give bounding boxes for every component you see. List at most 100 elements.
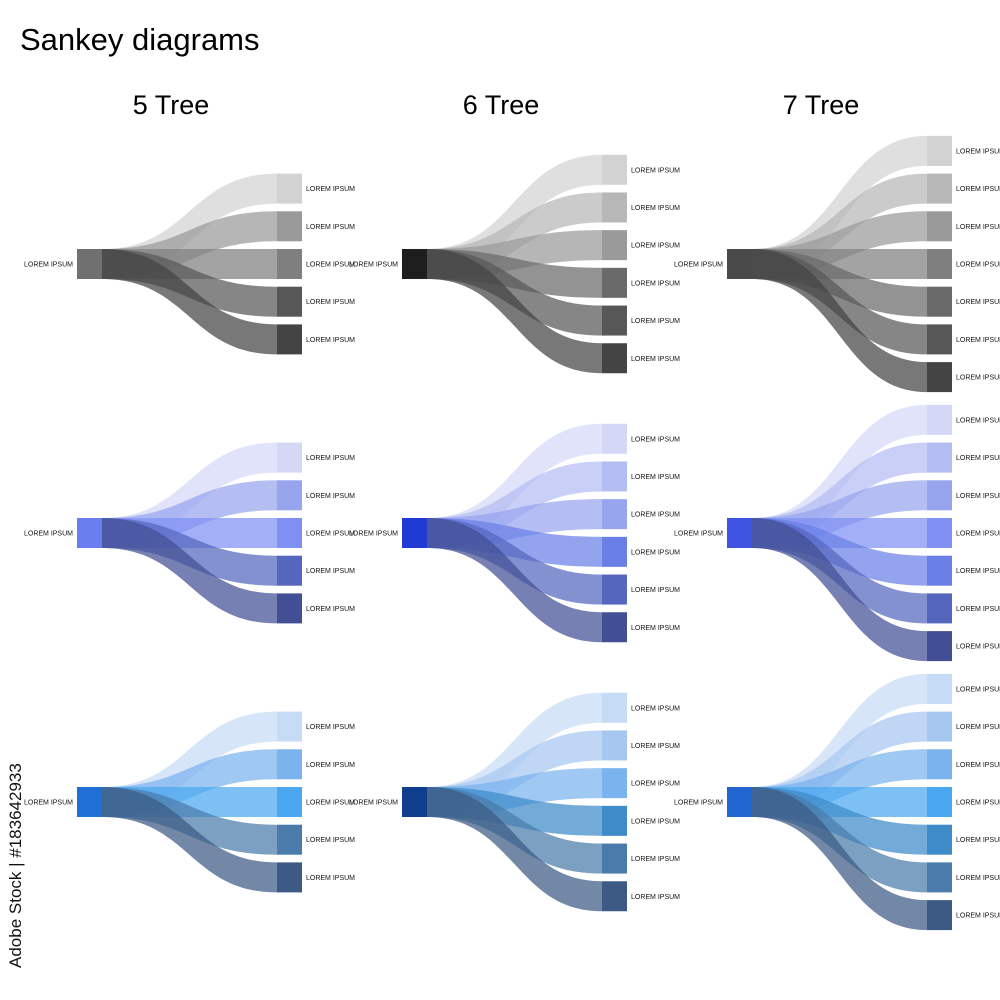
target-label: LOREM IPSUM: [306, 531, 355, 538]
target-label: LOREM IPSUM: [631, 549, 680, 556]
target-label: LOREM IPSUM: [956, 455, 1000, 462]
target-label: LOREM IPSUM: [631, 512, 680, 519]
flow-band: [427, 249, 602, 374]
source-node: [402, 518, 427, 548]
sankey-diagram-gray-7: LOREM IPSUM LOREM IPSUM LOREM IPSUM LOREM I…: [674, 135, 1000, 393]
target-node: [602, 461, 627, 492]
source-label: LOREM IPSUM: [674, 800, 723, 807]
target-label: LOREM IPSUM: [631, 436, 680, 443]
flow-band: [752, 249, 927, 393]
target-label: LOREM IPSUM: [306, 337, 355, 344]
target-node: [602, 536, 627, 567]
source-label: LOREM IPSUM: [349, 800, 398, 807]
target-label: LOREM IPSUM: [631, 856, 680, 863]
target-label: LOREM IPSUM: [956, 417, 1000, 424]
target-label: LOREM IPSUM: [306, 455, 355, 462]
target-label: LOREM IPSUM: [956, 262, 1000, 269]
target-label: LOREM IPSUM: [306, 606, 355, 613]
target-label: LOREM IPSUM: [631, 356, 680, 363]
target-label: LOREM IPSUM: [306, 568, 355, 575]
target-label: LOREM IPSUM: [631, 894, 680, 901]
target-node: [602, 423, 627, 454]
source-label: LOREM IPSUM: [349, 262, 398, 269]
source-label: LOREM IPSUM: [24, 531, 73, 538]
stock-watermark-id: Adobe Stock | #183642933: [6, 763, 25, 968]
page-title: Sankey diagrams: [20, 22, 260, 57]
source-node: [727, 249, 752, 279]
target-label: LOREM IPSUM: [956, 762, 1000, 769]
target-label: LOREM IPSUM: [306, 724, 355, 731]
target-label: LOREM IPSUM: [956, 913, 1000, 920]
source-node: [77, 249, 102, 279]
target-node: [277, 211, 302, 242]
target-node: [602, 881, 627, 912]
target-label: LOREM IPSUM: [306, 224, 355, 231]
target-node: [927, 787, 952, 817]
source-node: [77, 518, 102, 548]
target-label: LOREM IPSUM: [306, 762, 355, 769]
target-node: [277, 749, 302, 780]
target-label: LOREM IPSUM: [306, 262, 355, 269]
flow-band: [752, 787, 927, 931]
target-node: [602, 267, 627, 298]
target-node: [602, 730, 627, 761]
source-label: LOREM IPSUM: [24, 262, 73, 269]
target-node: [602, 768, 627, 799]
target-node: [602, 192, 627, 223]
target-node: [602, 612, 627, 643]
target-label: LOREM IPSUM: [631, 280, 680, 287]
target-label: LOREM IPSUM: [956, 875, 1000, 882]
flow-band: [102, 518, 277, 624]
target-label: LOREM IPSUM: [306, 186, 355, 193]
target-label: LOREM IPSUM: [956, 148, 1000, 155]
target-node: [277, 593, 302, 624]
target-node: [927, 900, 952, 931]
target-node: [277, 324, 302, 355]
sankey-diagram-violet-blue-5: LOREM IPSUM LOREM IPSUM LOREM IPSUM LOREM I…: [24, 442, 355, 624]
target-node: [277, 480, 302, 511]
target-node: [927, 173, 952, 204]
target-node: [277, 442, 302, 473]
column-title-5-tree: 5 Tree: [132, 90, 210, 120]
target-node: [927, 286, 952, 317]
target-node: [602, 499, 627, 530]
target-label: LOREM IPSUM: [956, 337, 1000, 344]
target-label: LOREM IPSUM: [631, 818, 680, 825]
target-label: LOREM IPSUM: [956, 644, 1000, 651]
source-node: [727, 518, 752, 548]
flow-band: [102, 249, 277, 355]
sankey-diagram-gray-5: LOREM IPSUM LOREM IPSUM LOREM IPSUM LOREM I…: [24, 173, 355, 355]
target-node: [277, 518, 302, 548]
target-label: LOREM IPSUM: [956, 837, 1000, 844]
target-label: LOREM IPSUM: [956, 299, 1000, 306]
target-node: [927, 673, 952, 704]
flow-band: [752, 518, 927, 662]
target-node: [277, 862, 302, 893]
target-node: [602, 692, 627, 723]
target-node: [602, 805, 627, 836]
target-label: LOREM IPSUM: [956, 568, 1000, 575]
target-node: [602, 343, 627, 374]
target-node: [927, 404, 952, 435]
target-node: [927, 442, 952, 473]
target-node: [602, 230, 627, 261]
target-node: [277, 249, 302, 279]
target-node: [927, 362, 952, 393]
target-node: [277, 824, 302, 855]
source-node: [402, 787, 427, 817]
target-label: LOREM IPSUM: [631, 743, 680, 750]
sankey-diagram-sky-blue-6: LOREM IPSUM LOREM IPSUM LOREM IPSUM LOREM I…: [349, 692, 680, 912]
target-label: LOREM IPSUM: [956, 724, 1000, 731]
target-node: [602, 843, 627, 874]
target-node: [927, 135, 952, 166]
target-node: [927, 593, 952, 624]
target-node: [277, 711, 302, 742]
target-node: [927, 711, 952, 742]
flow-band: [427, 518, 602, 643]
target-node: [927, 862, 952, 893]
target-label: LOREM IPSUM: [631, 705, 680, 712]
target-node: [927, 824, 952, 855]
target-node: [277, 787, 302, 817]
target-node: [277, 173, 302, 204]
